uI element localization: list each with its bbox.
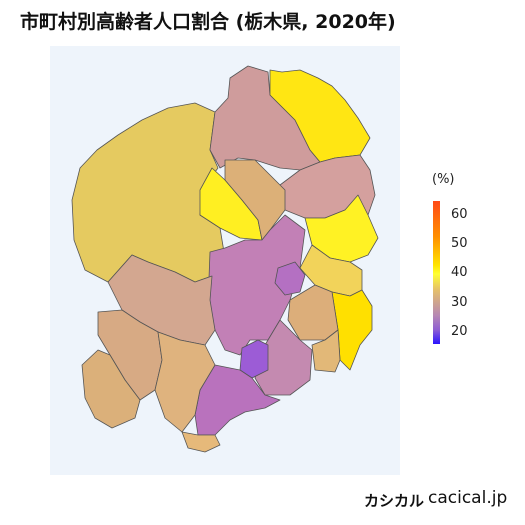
region-mauve-southeast[interactable] bbox=[254, 319, 313, 396]
region-far-southwest[interactable] bbox=[81, 349, 141, 429]
legend-color-bar bbox=[433, 201, 440, 344]
region-purple-small[interactable] bbox=[274, 261, 306, 296]
region-tan-southeast[interactable] bbox=[311, 329, 341, 373]
legend-tick-20: 20 bbox=[451, 324, 468, 339]
legend-tick-60: 60 bbox=[451, 207, 468, 222]
region-far-south-tan[interactable] bbox=[181, 431, 221, 453]
region-north-mauve[interactable] bbox=[209, 65, 321, 171]
legend-unit: (%) bbox=[432, 172, 455, 187]
legend-tick-30: 30 bbox=[451, 295, 468, 310]
map-title: 市町村別高齢者人口割合 (栃木県, 2020年) bbox=[20, 11, 396, 33]
legend-tick-40: 40 bbox=[451, 265, 468, 280]
region-south-center-tan[interactable] bbox=[154, 331, 216, 433]
region-northeast-yellow[interactable] bbox=[269, 69, 371, 163]
site-url[interactable]: cacical.jp bbox=[428, 488, 508, 508]
legend-tick-50: 50 bbox=[451, 236, 468, 251]
brand-logo: カシカル bbox=[364, 492, 425, 510]
